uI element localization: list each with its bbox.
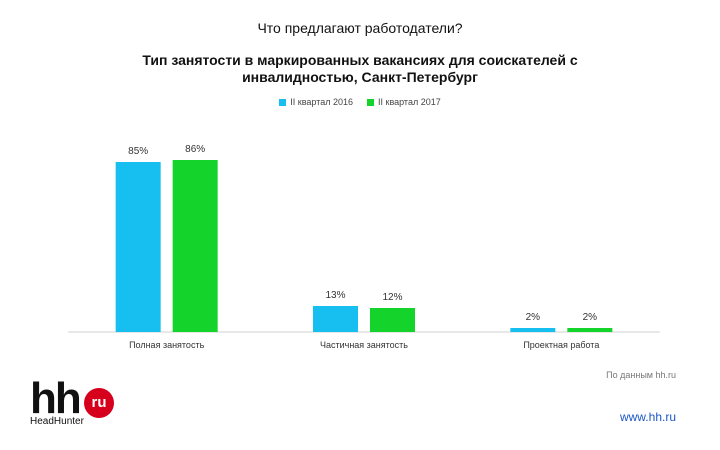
data-label-1-3: 2% [526,312,541,323]
category-label-2: Частичная занятость [320,340,408,350]
legend-item-series-2: II квартал 2017 [367,97,441,107]
category-label-3: Проектная работа [523,340,599,350]
chart-legend: II квартал 2016 II квартал 2017 [0,97,720,107]
legend-label-series-1: II квартал 2016 [290,97,353,107]
logo-mark: hh [30,374,82,423]
bar-1-2 [313,306,358,332]
source-note: По данным hh.ru [606,370,676,380]
bar-1-1 [115,162,161,332]
logo-badge: ru [84,388,114,418]
category-label-1: Полная занятость [129,340,205,350]
bar-2-1 [172,160,218,332]
chart-title: Тип занятости в маркированных вакансиях … [142,52,578,85]
legend-item-series-1: II квартал 2016 [279,97,353,107]
logo-tagline: HeadHunter [30,416,84,427]
data-label-2-3: 2% [583,312,598,323]
legend-swatch-series-2 [367,98,374,106]
bar-2-3 [567,328,613,332]
hh-logo: hh ru HeadHunter [30,374,140,430]
bar-2-2 [370,308,415,332]
website-link[interactable]: www.hh.ru [619,410,676,424]
data-label-2-1: 86% [185,144,205,155]
data-label-1-1: 85% [128,146,148,157]
bar-1-3 [510,328,556,332]
legend-label-series-2: II квартал 2017 [378,97,441,107]
slide-title: Что предлагают работодатели? [257,20,463,36]
data-label-2-2: 12% [382,292,402,303]
data-label-1-2: 13% [325,290,345,301]
legend-swatch-series-1 [279,98,287,106]
